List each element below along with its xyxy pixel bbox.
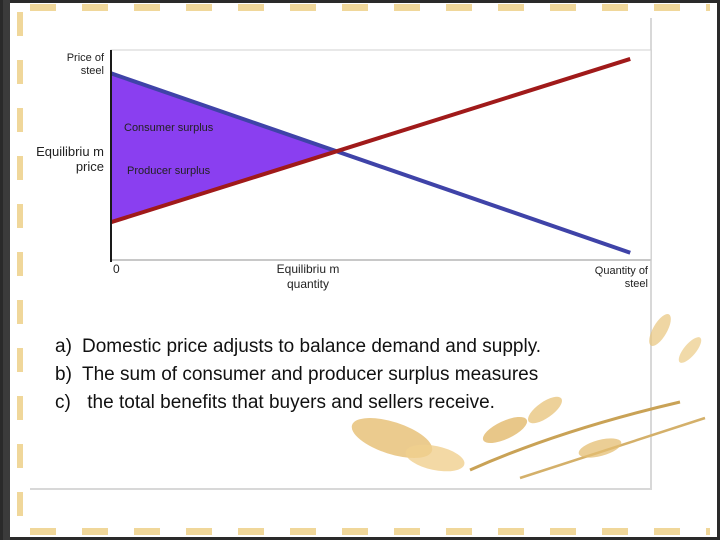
equilibrium-price-label: Equilibriu m price bbox=[36, 144, 104, 174]
bullet-marker: c) bbox=[55, 392, 71, 413]
origin-label: 0 bbox=[113, 262, 120, 276]
bullet-text: Domestic price adjusts to balance demand… bbox=[82, 336, 542, 357]
bullet-text: The sum of consumer and producer surplus… bbox=[82, 364, 539, 385]
decorative-border-top bbox=[30, 4, 710, 11]
bullet-item: c) the total benefits that buyers and se… bbox=[55, 389, 541, 417]
slide-left-bar bbox=[3, 0, 10, 540]
decorative-border-left bbox=[17, 12, 23, 532]
surplus-area bbox=[111, 73, 337, 223]
producer-surplus-label: Producer surplus bbox=[127, 165, 211, 177]
bullet-marker: a) bbox=[55, 336, 72, 357]
bullet-marker: b) bbox=[55, 364, 72, 385]
decorative-border-bottom bbox=[30, 528, 710, 535]
equilibrium-quantity-label: Equilibriu m quantity bbox=[276, 262, 340, 291]
consumer-surplus-label: Consumer surplus bbox=[124, 122, 214, 134]
bullet-item: a) Domestic price adjusts to balance dema… bbox=[55, 333, 541, 361]
bullet-item: b) The sum of consumer and producer surpl… bbox=[55, 361, 541, 389]
x-axis-label: Quantity of steel bbox=[594, 265, 648, 290]
wheat-icon bbox=[351, 314, 706, 480]
demand-curve bbox=[110, 71, 631, 255]
y-axis-label: Price of steel bbox=[66, 52, 104, 77]
bullet-text: the total benefits that buyers and selle… bbox=[82, 392, 495, 413]
bullet-list: a) Domestic price adjusts to balance dema… bbox=[55, 333, 541, 417]
supply-curve bbox=[110, 57, 631, 225]
